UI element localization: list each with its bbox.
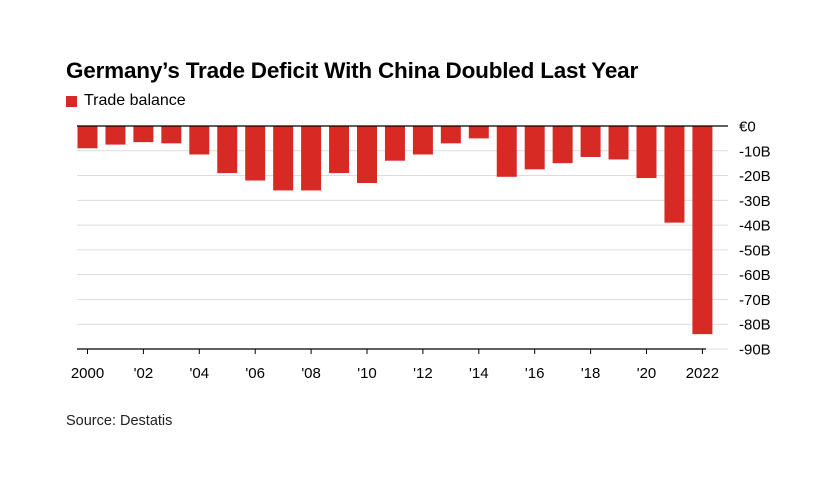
bar xyxy=(357,126,377,183)
bar xyxy=(273,126,294,191)
bar xyxy=(608,126,629,160)
chart-title: Germany’s Trade Deficit With China Doubl… xyxy=(66,58,639,83)
bar xyxy=(412,126,433,155)
x-tick-label: '18 xyxy=(581,365,601,382)
y-tick-label: -30B xyxy=(739,193,771,210)
source-note: Source: Destatis xyxy=(66,413,173,429)
bar xyxy=(189,126,210,155)
y-tick-label: -50B xyxy=(739,242,771,259)
y-tick-label: -60B xyxy=(739,267,771,284)
bar xyxy=(468,126,489,139)
y-tick-label: -20B xyxy=(739,168,771,185)
bar xyxy=(245,126,266,181)
x-tick-label: 2000 xyxy=(71,365,104,382)
y-tick-label: -10B xyxy=(739,143,771,160)
x-tick-label: '12 xyxy=(413,365,433,382)
bar xyxy=(384,126,405,161)
bar xyxy=(133,126,154,143)
y-tick-label: €0 xyxy=(739,119,756,136)
bar xyxy=(496,126,517,177)
x-tick-label: '14 xyxy=(469,365,489,382)
x-tick-label: '04 xyxy=(190,365,210,382)
y-tick-label: -40B xyxy=(739,218,771,235)
bar xyxy=(692,126,713,335)
bar xyxy=(580,126,601,157)
legend-swatch xyxy=(66,95,77,107)
bar xyxy=(161,126,182,144)
x-tick-label: '20 xyxy=(637,365,657,382)
x-tick-label: '16 xyxy=(525,365,545,382)
x-tick-label: '08 xyxy=(301,365,321,382)
x-tick-label: '02 xyxy=(134,365,154,382)
y-tick-label: -80B xyxy=(739,317,771,334)
bar xyxy=(217,126,238,174)
bar xyxy=(664,126,685,223)
y-tick-label: -90B xyxy=(739,342,771,359)
x-tick-label: 2022 xyxy=(686,365,719,382)
bar xyxy=(636,126,657,179)
legend-label: Trade balance xyxy=(84,92,186,109)
bar xyxy=(301,126,322,191)
y-tick-label: -70B xyxy=(739,292,771,309)
x-tick-label: '10 xyxy=(357,365,377,382)
chart-legend: Trade balance xyxy=(66,92,186,110)
x-tick-label: '06 xyxy=(245,365,265,382)
bar xyxy=(77,126,98,149)
bar xyxy=(105,126,126,145)
bar xyxy=(524,126,545,170)
bar xyxy=(552,126,573,164)
bar xyxy=(329,126,350,174)
bar xyxy=(440,126,461,144)
